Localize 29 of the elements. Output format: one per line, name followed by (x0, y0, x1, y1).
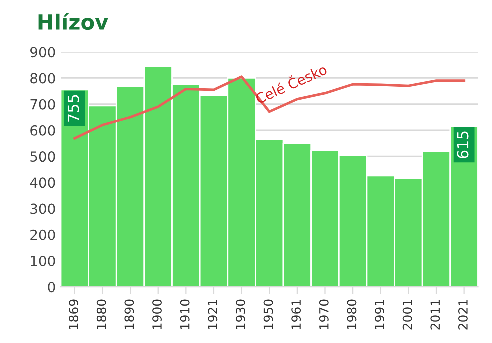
x-tick-label: 1910 (180, 300, 190, 330)
y-tick-label: 0 (48, 282, 56, 293)
y-tick-label: 400 (30, 178, 56, 188)
data-label: 755 (68, 95, 80, 122)
x-tick-label: 1869 (69, 300, 79, 330)
x-tick-label: 2001 (402, 300, 412, 330)
x-tick-label: 1991 (375, 300, 384, 330)
x-tick-label: 1880 (96, 300, 106, 330)
x-tick-label: 1930 (236, 300, 246, 330)
x-tick-label: 1961 (292, 300, 302, 330)
data-label: 615 (457, 132, 469, 159)
chart-title: Hlízov (38, 13, 108, 30)
y-tick-label: 200 (30, 230, 56, 240)
x-tick-label: 2021 (458, 300, 468, 330)
y-tick-label: 100 (31, 256, 56, 266)
y-tick-label: 500 (30, 152, 56, 162)
text: Celé Česko (254, 62, 328, 104)
x-tick-label: 1890 (124, 300, 134, 330)
x-tick-label: 1980 (347, 300, 357, 330)
y-tick-label: 300 (30, 204, 56, 214)
y-tick-label: 900 (30, 47, 56, 58)
x-tick-label: 1950 (264, 300, 274, 330)
x-tick-label: 1970 (319, 300, 329, 330)
y-tick-label: 700 (30, 99, 56, 110)
x-tick-label: 1921 (208, 300, 218, 330)
y-tick-label: 800 (30, 73, 56, 84)
x-tick-label: 1900 (152, 300, 162, 330)
y-tick-label: 600 (30, 125, 56, 136)
x-tick-label: 2011 (430, 300, 440, 330)
